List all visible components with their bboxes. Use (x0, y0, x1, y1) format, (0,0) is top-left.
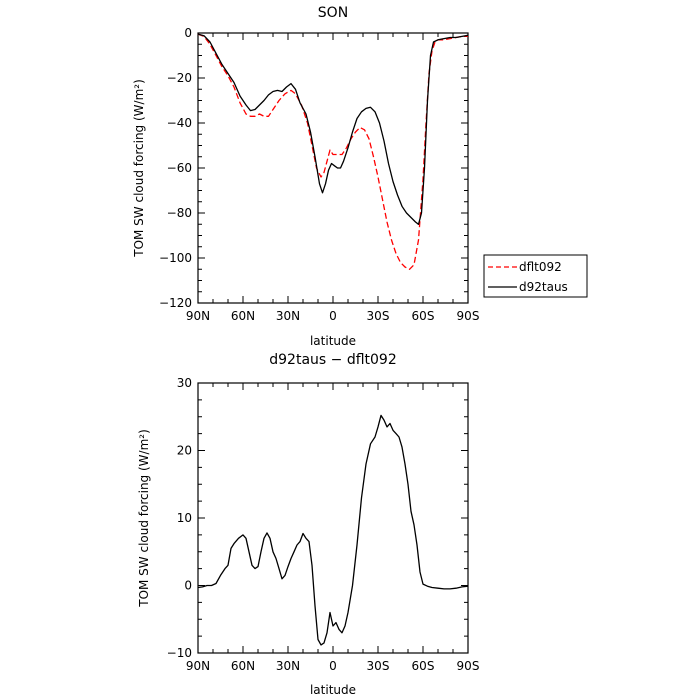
top-y-axis-label: TOM SW cloud forcing (W/m²) (132, 79, 146, 258)
top-series-group (197, 33, 469, 270)
bottom-y-tick-label: 0 (184, 579, 192, 593)
top-axes: 90N 60N 30N 0 30S 60S 90S 0 −20 −40 −60 −80 −100 −120 (159, 26, 479, 323)
bottom-y-tick-label: −10 (167, 646, 192, 660)
bottom-x-tick-label: 30S (367, 659, 390, 673)
bottom-y-tick-label: 10 (177, 511, 192, 525)
bottom-series-line-series-0 (197, 414, 469, 646)
top-y-tick-label: −40 (167, 116, 192, 130)
top-x-tick-label: 30S (367, 309, 390, 323)
top-x-tick-label: 0 (329, 309, 337, 323)
bottom-y-tick-label: 30 (177, 376, 192, 390)
legend-label-d92taus: d92taus (519, 280, 568, 294)
bottom-x-tick-label: 60N (231, 659, 255, 673)
bottom-x-axis-label: latitude (310, 683, 356, 697)
top-x-tick-label: 60N (231, 309, 255, 323)
bottom-y-tick-label: 20 (177, 444, 192, 458)
bottom-plot-frame (197, 382, 469, 654)
bottom-y-axis-label: TOM SW cloud forcing (W/m²) (137, 429, 151, 608)
top-y-tick-label: 0 (184, 26, 192, 40)
top-y-tick-label: −60 (167, 161, 192, 175)
top-y-tick-label: −20 (167, 71, 192, 85)
bottom-x-tick-label: 30N (276, 659, 300, 673)
bottom-series-group (197, 414, 469, 646)
bottom-x-tick-label: 90N (186, 659, 210, 673)
top-x-tick-label: 90N (186, 309, 210, 323)
legend-label-dflt092: dflt092 (519, 260, 562, 274)
bottom-chart: d92taus − dflt092 90N 60N 30N 0 30S 60S 90S 30 2… (137, 352, 479, 697)
legend: dflt092 d92taus (483, 254, 588, 298)
top-x-tick-label: 60S (412, 309, 435, 323)
top-x-tick-label: 30N (276, 309, 300, 323)
top-series-line-d92taus (197, 33, 469, 225)
bottom-x-tick-label: 0 (329, 659, 337, 673)
top-chart: SON 90N 60N 30N 0 30S 60S 90S 0 −20 −40 −60 −80 −100… (132, 5, 588, 348)
top-y-tick-label: −80 (167, 206, 192, 220)
legend-frame (483, 254, 588, 298)
top-y-tick-label: −120 (159, 296, 192, 310)
top-chart-title: SON (318, 5, 348, 21)
bottom-chart-title: d92taus − dflt092 (269, 352, 396, 368)
top-series-line-dflt092 (197, 33, 468, 270)
bottom-x-tick-label: 60S (412, 659, 435, 673)
bottom-x-tick-label: 90S (457, 659, 480, 673)
top-x-tick-label: 90S (457, 309, 480, 323)
bottom-axes: 90N 60N 30N 0 30S 60S 90S 30 20 10 0 −10 (167, 376, 480, 673)
top-plot-frame (197, 32, 469, 304)
top-x-axis-label: latitude (310, 334, 356, 348)
top-y-tick-label: −100 (159, 251, 192, 265)
